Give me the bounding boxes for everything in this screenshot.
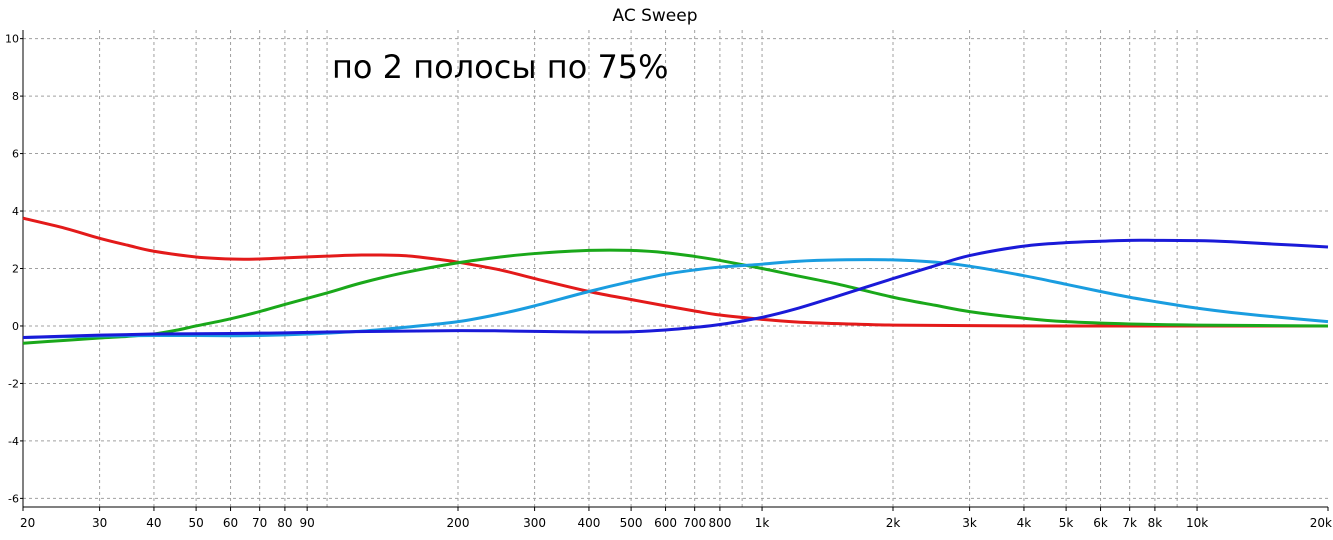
x-tick-label: 4k <box>1017 516 1032 530</box>
x-tick-label: 400 <box>577 516 600 530</box>
x-tick-label: 5k <box>1059 516 1074 530</box>
x-tick-label: 6k <box>1093 516 1108 530</box>
x-tick-label: 80 <box>277 516 292 530</box>
x-tick-label: 60 <box>223 516 238 530</box>
y-tick-label: 10 <box>5 33 19 46</box>
x-tick-label: 50 <box>188 516 203 530</box>
x-tick-label: 1k <box>755 516 770 530</box>
x-tick-label: 40 <box>146 516 161 530</box>
x-tick-label: 300 <box>523 516 546 530</box>
chart-title: AC Sweep <box>612 6 697 26</box>
y-tick-label: 8 <box>12 90 19 103</box>
x-tick-label: 70 <box>252 516 267 530</box>
y-tick-label: 6 <box>12 148 19 161</box>
x-tick-label: 2k <box>886 516 901 530</box>
x-tick-label: 800 <box>708 516 731 530</box>
y-tick-label: -4 <box>8 435 19 448</box>
y-tick-label: 0 <box>12 320 19 333</box>
series-line-3 <box>22 258 1329 339</box>
y-tick-label: -2 <box>8 377 19 390</box>
x-tick-label: 30 <box>92 516 107 530</box>
y-tick-label: 2 <box>12 263 19 276</box>
axes <box>20 30 1329 511</box>
series-line-1 <box>22 216 1328 328</box>
y-tick-label: 4 <box>12 205 19 218</box>
grid <box>23 30 1328 507</box>
x-tick-label: 500 <box>620 516 643 530</box>
series-line-2 <box>22 248 1329 345</box>
x-tick-label: 20k <box>1310 516 1332 530</box>
x-tick-label: 90 <box>300 516 315 530</box>
x-tick-label: 200 <box>447 516 470 530</box>
x-tick-label: 20 <box>20 516 35 530</box>
series-line-4 <box>22 238 1329 339</box>
chart-annotation: по 2 полосы по 75% <box>332 48 669 86</box>
x-tick-label: 600 <box>654 516 677 530</box>
x-tick-label: 700 <box>683 516 706 530</box>
x-tick-label: 3k <box>962 516 977 530</box>
x-tick-label: 8k <box>1148 516 1163 530</box>
x-tick-label: 7k <box>1122 516 1137 530</box>
x-tick-label: 10k <box>1186 516 1208 530</box>
y-tick-label: -6 <box>8 492 19 505</box>
tick-labels: 20 30 40 50 60 70 80 90 200 300 400 500 600 700 800 1k 2… <box>5 33 1332 530</box>
series-group <box>22 216 1329 345</box>
